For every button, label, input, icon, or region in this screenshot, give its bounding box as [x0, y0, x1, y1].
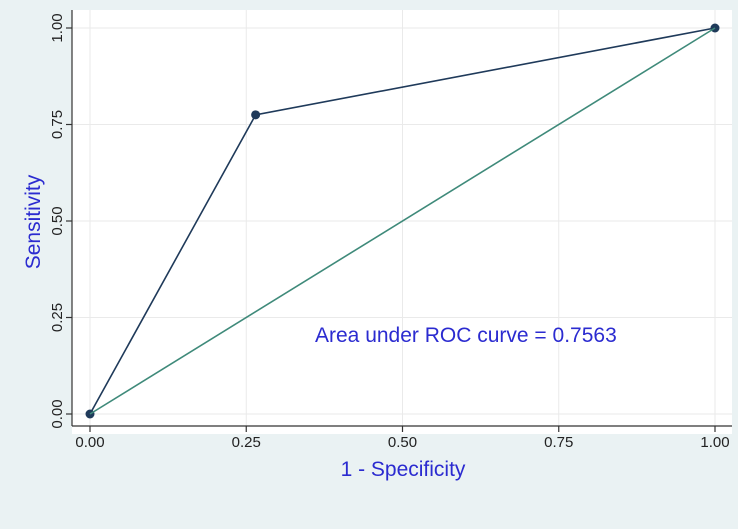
x-tick-label: 0.50 [388, 434, 417, 451]
x-axis-title: 1 - Specificity [341, 458, 466, 481]
roc-point-marker [251, 110, 261, 120]
y-tick-label: 0.25 [49, 303, 66, 332]
reference-diagonal-line [89, 27, 716, 415]
y-axis-title: Sensitivity [22, 174, 45, 269]
x-tick-label: 1.00 [700, 434, 729, 451]
y-tick-label: 0.50 [49, 206, 66, 235]
y-tick-label: 1.00 [49, 13, 66, 42]
x-tick-label: 0.25 [232, 434, 261, 451]
y-tick-label: 0.75 [49, 110, 66, 139]
label-layer: 0.00 0.25 0.50 0.75 1.00 0.00 0.25 0.50 0.75 1.00 [49, 13, 730, 451]
x-tick-label: 0.75 [544, 434, 573, 451]
x-tick-label: 0.00 [75, 434, 104, 451]
auc-annotation: Area under ROC curve = 0.7563 [315, 324, 617, 347]
series-layer [85, 23, 720, 419]
y-tick-label: 0.00 [49, 399, 66, 428]
axes-layer [66, 10, 732, 432]
